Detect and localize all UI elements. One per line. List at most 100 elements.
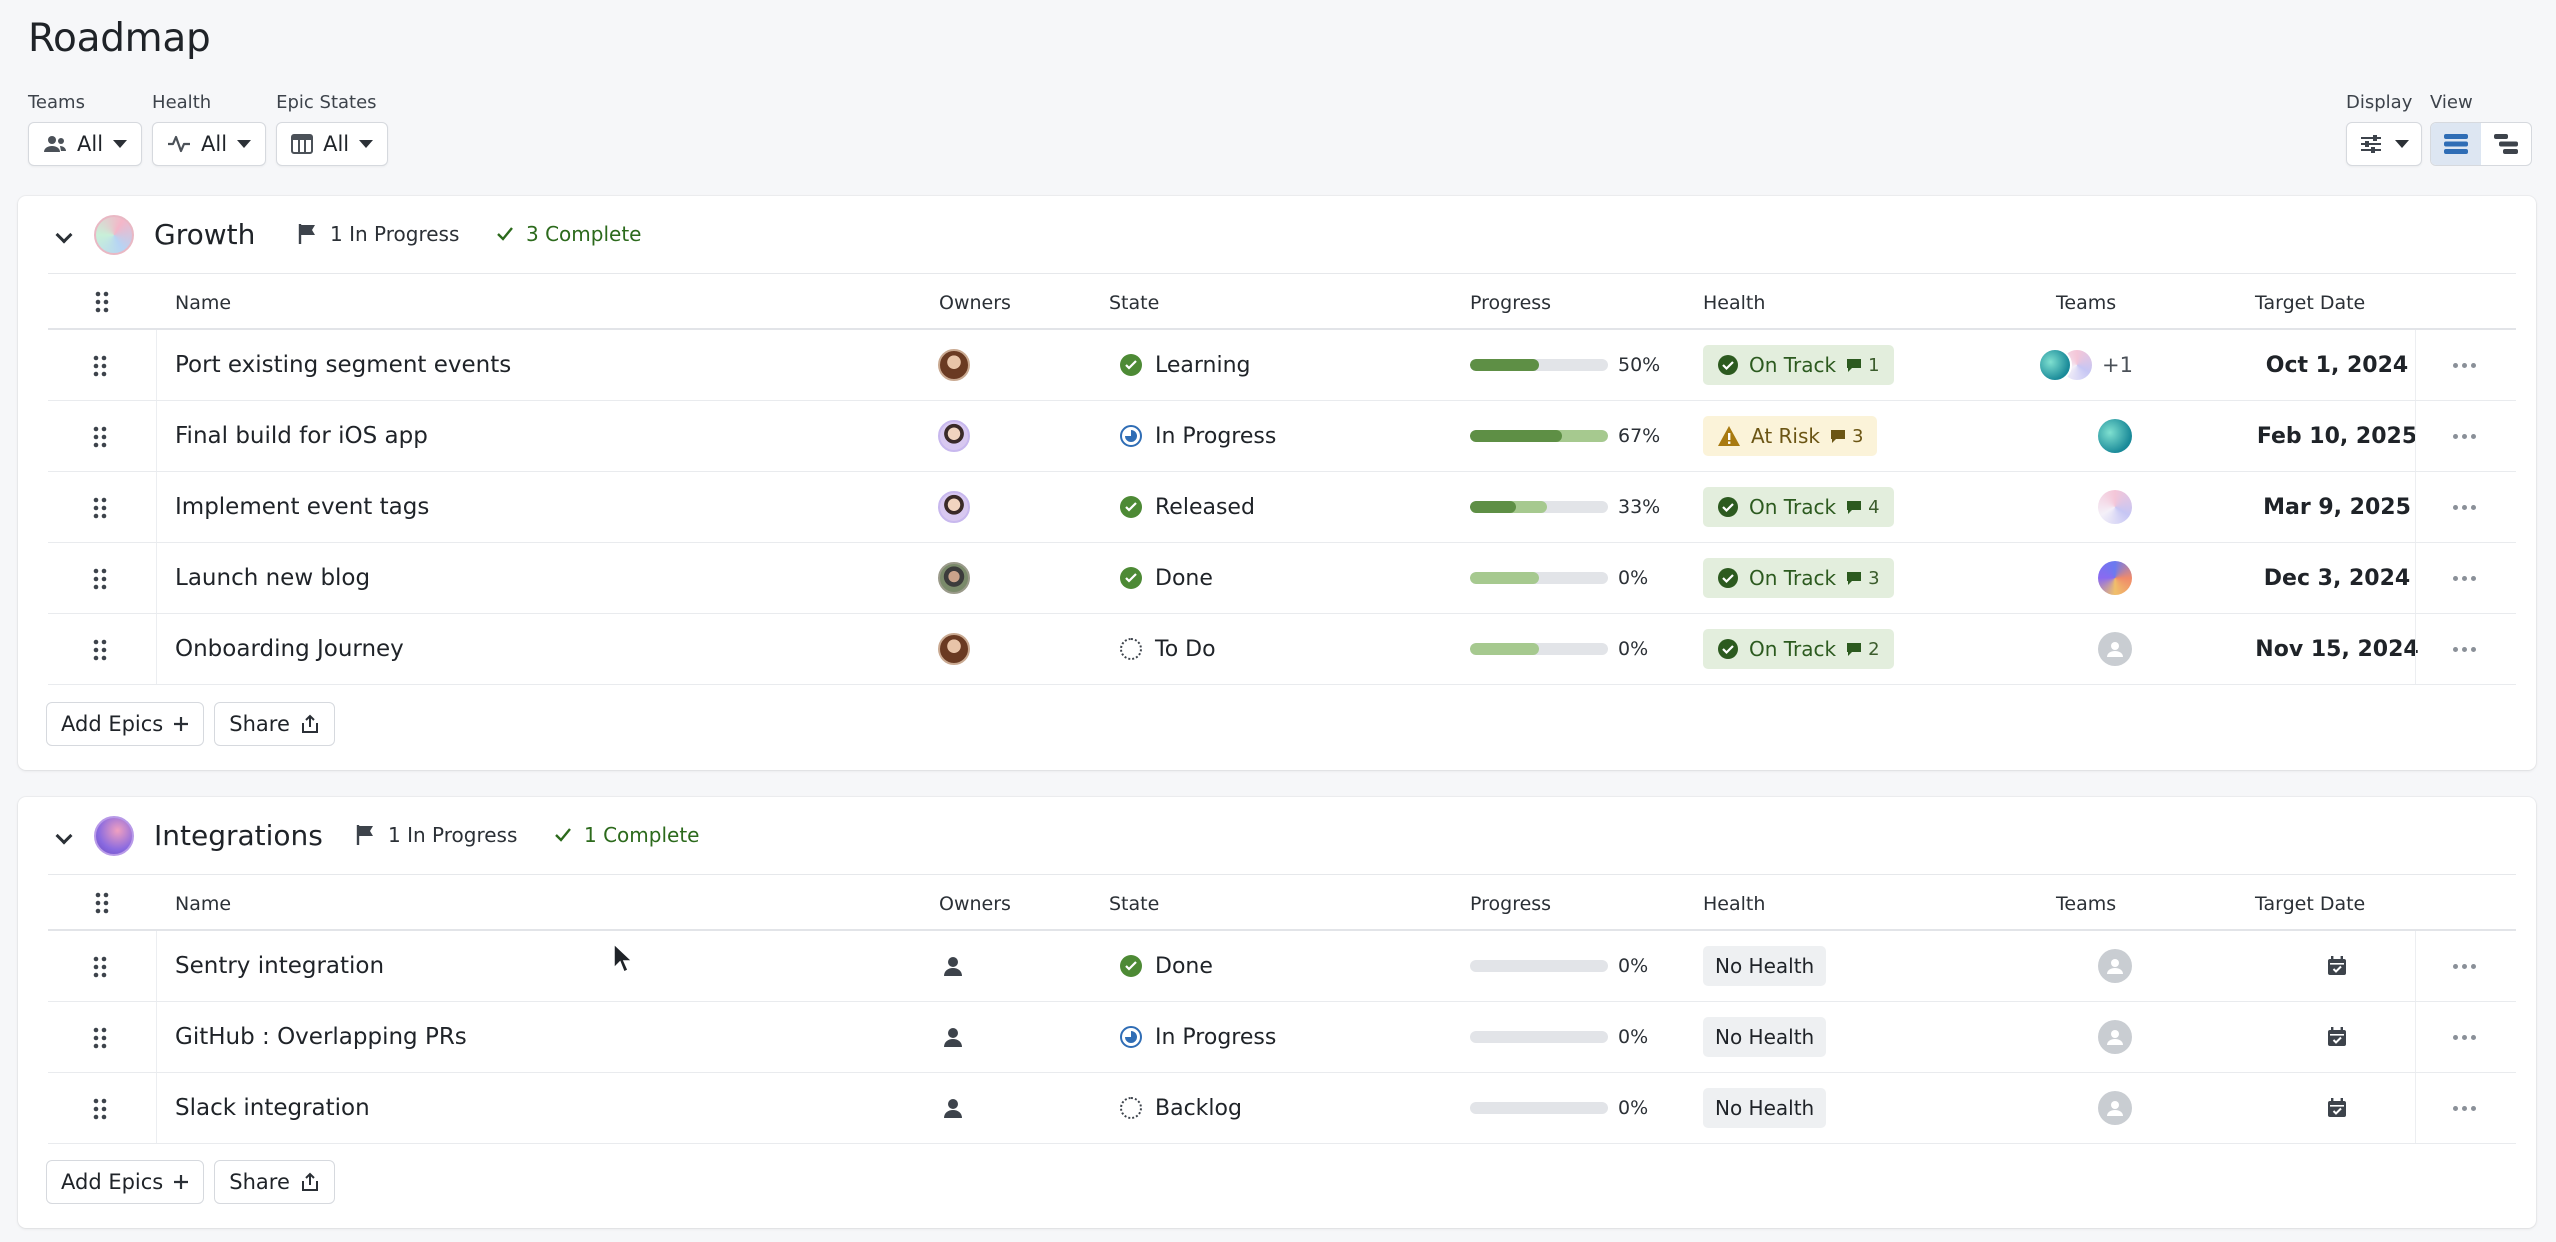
comment-count[interactable]: 1: [1846, 355, 1880, 376]
timeline-view-button[interactable]: [2481, 123, 2531, 165]
epic-name-cell[interactable]: Sentry integration: [175, 931, 384, 1001]
epic-name-cell[interactable]: Onboarding Journey: [175, 614, 404, 684]
owner-cell[interactable]: [938, 614, 970, 684]
share-button[interactable]: Share: [214, 1160, 335, 1204]
teams-cell[interactable]: [2098, 614, 2132, 684]
calendar-icon[interactable]: [2326, 1026, 2348, 1048]
team-placeholder-icon[interactable]: [2098, 632, 2132, 666]
column-target-date[interactable]: Target Date: [2255, 893, 2366, 915]
epic-name-cell[interactable]: Launch new blog: [175, 543, 370, 613]
owner-cell[interactable]: [938, 472, 970, 542]
team-placeholder-icon[interactable]: [2098, 949, 2132, 983]
owner-avatar[interactable]: [938, 633, 970, 665]
epic-name[interactable]: Port existing segment events: [175, 352, 512, 378]
epic-name-cell[interactable]: Final build for iOS app: [175, 401, 428, 471]
column-health[interactable]: Health: [1703, 893, 1766, 915]
teams-cell[interactable]: [2098, 931, 2132, 1001]
epic-name[interactable]: GitHub : Overlapping PRs: [175, 1024, 467, 1050]
person-icon[interactable]: [942, 1026, 964, 1048]
comment-count[interactable]: 2: [1846, 639, 1880, 660]
column-teams[interactable]: Teams: [2056, 292, 2117, 314]
column-health[interactable]: Health: [1703, 292, 1766, 314]
team-avatar[interactable]: [2098, 561, 2132, 595]
state-cell[interactable]: Learning: [1120, 330, 1251, 400]
health-badge[interactable]: On Track 4: [1703, 487, 1894, 527]
target-date-cell[interactable]: Nov 15, 2024: [2232, 614, 2442, 684]
teams-cell[interactable]: [2098, 1002, 2132, 1072]
owner-avatar[interactable]: [938, 491, 970, 523]
teams-cell[interactable]: [2098, 472, 2132, 542]
complete-badge[interactable]: 3 Complete: [496, 222, 641, 246]
teams-cell[interactable]: +1: [2038, 330, 2133, 400]
epic-name-cell[interactable]: Implement event tags: [175, 472, 429, 542]
epic-states-filter-button[interactable]: All: [276, 122, 389, 166]
column-name[interactable]: Name: [175, 292, 232, 314]
table-row[interactable]: Port existing segment events Learning 50…: [48, 330, 2516, 401]
owner-cell[interactable]: [942, 931, 964, 1001]
target-date[interactable]: Mar 9, 2025: [2263, 494, 2411, 520]
calendar-icon[interactable]: [2326, 955, 2348, 977]
health-cell[interactable]: At Risk 3: [1703, 401, 1878, 471]
table-row[interactable]: Sentry integration Done 0% No Health: [48, 931, 2516, 1002]
more-options-icon[interactable]: [2453, 964, 2476, 969]
team-avatar[interactable]: [2098, 490, 2132, 524]
drag-handle-icon[interactable]: [93, 956, 107, 978]
add-epics-button[interactable]: Add Epics: [46, 702, 205, 746]
drag-handle-icon[interactable]: [93, 497, 107, 519]
target-date[interactable]: Nov 15, 2024: [2255, 636, 2419, 662]
table-row[interactable]: Launch new blog Done 0% On Track 3 Dec 3…: [48, 543, 2516, 614]
column-state[interactable]: State: [1109, 292, 1160, 314]
share-button[interactable]: Share: [214, 702, 335, 746]
owner-avatar[interactable]: [938, 420, 970, 452]
health-badge[interactable]: On Track 1: [1703, 345, 1894, 385]
add-epics-button[interactable]: Add Epics: [46, 1160, 205, 1204]
comment-count[interactable]: 3: [1846, 568, 1880, 589]
more-options-icon[interactable]: [2453, 505, 2476, 510]
drag-handle-icon[interactable]: [93, 1027, 107, 1049]
health-badge[interactable]: On Track 3: [1703, 558, 1894, 598]
state-cell[interactable]: In Progress: [1120, 401, 1276, 471]
target-date-cell[interactable]: Feb 10, 2025: [2232, 401, 2442, 471]
epic-name[interactable]: Launch new blog: [175, 565, 371, 591]
person-icon[interactable]: [942, 1097, 964, 1119]
target-date[interactable]: Oct 1, 2024: [2265, 352, 2409, 378]
comment-count[interactable]: 4: [1846, 497, 1880, 518]
epic-name[interactable]: Sentry integration: [175, 953, 385, 979]
drag-handle-icon[interactable]: [93, 568, 107, 590]
target-date[interactable]: Feb 10, 2025: [2256, 423, 2418, 449]
more-options-icon[interactable]: [2453, 363, 2476, 368]
column-owners[interactable]: Owners: [939, 893, 1011, 915]
teams-cell[interactable]: [2098, 543, 2132, 613]
health-cell[interactable]: No Health: [1703, 1073, 1827, 1143]
target-date-cell[interactable]: Dec 3, 2024: [2232, 543, 2442, 613]
health-badge[interactable]: On Track 2: [1703, 629, 1894, 669]
table-row[interactable]: Final build for iOS app In Progress 67% …: [48, 401, 2516, 472]
epic-name[interactable]: Onboarding Journey: [175, 636, 404, 662]
list-view-button[interactable]: [2431, 123, 2481, 165]
owner-cell[interactable]: [938, 543, 970, 613]
team-avatar[interactable]: [2098, 419, 2132, 453]
column-name[interactable]: Name: [175, 893, 232, 915]
column-state[interactable]: State: [1109, 893, 1160, 915]
comment-count[interactable]: 3: [1830, 426, 1863, 447]
more-options-icon[interactable]: [2453, 576, 2476, 581]
health-filter-button[interactable]: All: [152, 122, 267, 166]
display-button[interactable]: [2346, 122, 2422, 166]
state-cell[interactable]: Done: [1120, 543, 1213, 613]
team-avatar[interactable]: [2038, 348, 2072, 382]
owner-cell[interactable]: [938, 330, 970, 400]
state-cell[interactable]: Backlog: [1120, 1073, 1242, 1143]
owner-cell[interactable]: [942, 1073, 964, 1143]
table-row[interactable]: GitHub : Overlapping PRs In Progress 0% …: [48, 1002, 2516, 1073]
health-badge[interactable]: At Risk 3: [1703, 416, 1878, 456]
column-target-date[interactable]: Target Date: [2255, 292, 2366, 314]
state-cell[interactable]: Done: [1120, 931, 1213, 1001]
table-row[interactable]: Implement event tags Released 33% On Tra…: [48, 472, 2516, 543]
target-date-cell[interactable]: [2232, 1002, 2442, 1072]
owner-cell[interactable]: [938, 401, 970, 471]
state-cell[interactable]: In Progress: [1120, 1002, 1276, 1072]
epic-name-cell[interactable]: Port existing segment events: [175, 330, 511, 400]
epic-name[interactable]: Slack integration: [175, 1095, 370, 1121]
team-placeholder-icon[interactable]: [2098, 1020, 2132, 1054]
owner-avatar[interactable]: [938, 349, 970, 381]
